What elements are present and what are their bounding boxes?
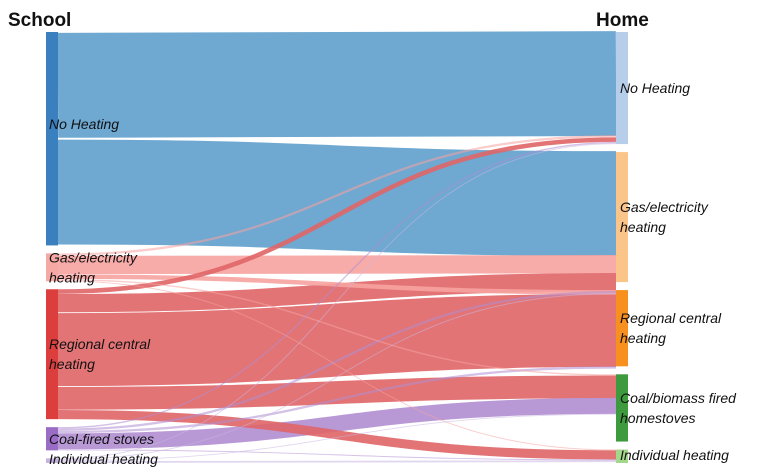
sankey-link-s3-t3 xyxy=(57,397,617,450)
target-label-t0-0: No Heating xyxy=(620,80,690,96)
sankey-link-s3-t4 xyxy=(57,449,617,461)
target-node-t1 xyxy=(616,152,628,283)
labels-layer: No Heating Gas/electricity heating Regional… xyxy=(49,80,737,467)
sankey-link-s1-t3 xyxy=(57,278,617,376)
sankey-link-s2-t3 xyxy=(57,375,617,410)
source-node-s1 xyxy=(46,253,58,282)
sankey-link-s0-t1 xyxy=(57,139,617,257)
target-node-t2 xyxy=(616,290,628,367)
target-node-t0 xyxy=(616,32,628,145)
target-label-t3-0: Coal/biomass fired xyxy=(620,390,737,406)
source-label-s3-0: Coal-fired stoves xyxy=(49,431,154,447)
nodes-layer xyxy=(46,32,628,463)
sankey-link-s4-t0 xyxy=(57,143,617,460)
source-node-s0 xyxy=(46,32,58,246)
source-node-s3 xyxy=(46,427,58,451)
source-label-s4-0: Individual heating xyxy=(49,451,158,467)
sankey-link-s4-t1 xyxy=(57,293,617,461)
target-label-t2-1: heating xyxy=(620,330,666,346)
source-label-s2-0: Regional central xyxy=(49,336,151,352)
source-label-s1-1: heating xyxy=(49,269,95,285)
target-label-t1-0: Gas/electricity xyxy=(620,199,709,215)
sankey-link-s2-t0 xyxy=(57,137,617,294)
sankey-link-s0-t0 xyxy=(57,31,617,138)
source-label-s1-0: Gas/electricity xyxy=(49,249,138,265)
target-label-t4-0: Individual heating xyxy=(620,447,729,463)
sankey-link-s1-t4 xyxy=(57,280,617,451)
source-label-s2-1: heating xyxy=(49,356,95,372)
target-label-t3-1: homestoves xyxy=(620,410,695,426)
target-label-t2-0: Regional central xyxy=(620,310,722,326)
target-label-t1-1: heating xyxy=(620,219,666,235)
sankey-link-s2-t2 xyxy=(57,293,617,387)
source-node-s2 xyxy=(46,289,58,420)
source-label-s0-0: No Heating xyxy=(49,116,119,132)
sankey-link-s1-t0 xyxy=(57,135,617,256)
target-node-t3 xyxy=(616,374,628,442)
links-layer xyxy=(57,31,617,463)
sankey-link-s3-t1 xyxy=(57,291,617,431)
right-axis-title: Home xyxy=(596,10,649,31)
sankey-link-s2-t1 xyxy=(57,272,617,313)
target-node-t4 xyxy=(616,449,628,463)
sankey-link-s1-t1 xyxy=(57,255,617,275)
left-axis-title: School xyxy=(8,10,71,31)
sankey-link-s2-t4 xyxy=(57,409,617,460)
sankey-link-s3-t2 xyxy=(57,366,617,434)
source-node-s4 xyxy=(46,458,58,463)
sankey-link-s4-t3 xyxy=(57,413,617,462)
sankey-link-s4-t4 xyxy=(57,460,617,463)
sankey-link-s3-t0 xyxy=(57,141,617,429)
